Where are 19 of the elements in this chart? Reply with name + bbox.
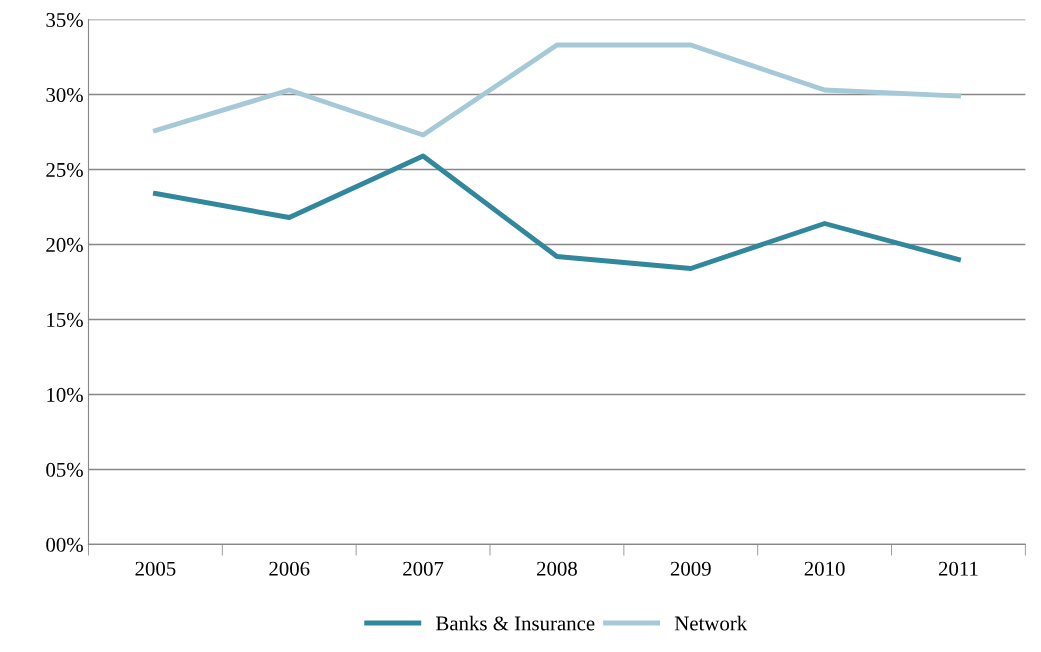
x-tick-label: 2006 [269, 561, 310, 576]
x-tick-label: 2005 [135, 561, 176, 576]
y-tick-label: 25% [46, 162, 83, 178]
y-tick-label: 05% [46, 462, 83, 477]
y-tick-label: 35% [46, 12, 83, 28]
x-tick-label: 2011 [938, 561, 978, 576]
x-tick-label: 2007 [403, 561, 444, 576]
x-tick-label: 2008 [537, 561, 577, 576]
line-series [152, 153, 961, 271]
y-tick-label: 30% [46, 87, 83, 103]
x-tick-label: 2009 [670, 561, 711, 576]
x-tick-label: 2010 [804, 561, 845, 576]
line-series [152, 42, 961, 138]
legend-label: Banks & Insurance [436, 615, 595, 631]
y-tick-label: 20% [46, 237, 83, 252]
y-tick-label: 10% [47, 387, 83, 402]
legend-label: Network [674, 615, 748, 631]
y-tick-label: 00% [46, 537, 83, 552]
y-tick-label: 15% [47, 312, 83, 327]
